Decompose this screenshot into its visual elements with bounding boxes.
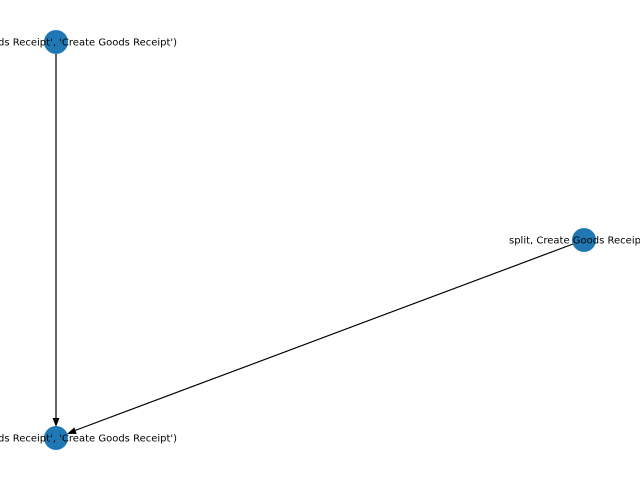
edge-right-to-bottom-left xyxy=(70,243,574,433)
edges-layer xyxy=(52,54,574,434)
nodes-layer xyxy=(44,30,596,450)
labels-layer: ('Create Goods Receipt', 'Create Goods R… xyxy=(0,38,640,445)
node-right[interactable] xyxy=(572,228,596,252)
node-top-left[interactable] xyxy=(44,30,68,54)
arrow-head-top-left-to-bottom-left xyxy=(52,418,60,427)
arrow-head-right-to-bottom-left xyxy=(67,427,77,434)
node-label-bottom-left: ('Create Goods Receipt', 'Create Goods R… xyxy=(0,434,177,445)
node-label-top-left: ('Create Goods Receipt', 'Create Goods R… xyxy=(0,38,177,49)
node-bottom-left[interactable] xyxy=(44,426,68,450)
node-label-right: split, Create Goods Receipt xyxy=(509,236,640,247)
